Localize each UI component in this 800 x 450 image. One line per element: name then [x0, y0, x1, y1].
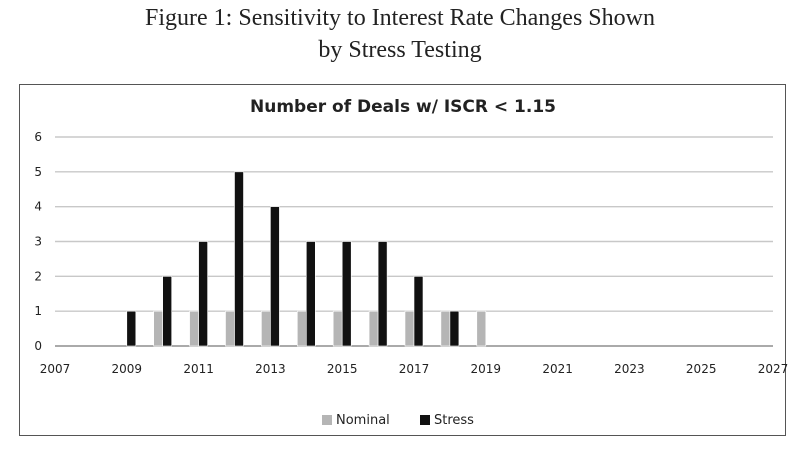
- chart-frame: [19, 84, 786, 436]
- y-tick-label: 0: [34, 339, 42, 353]
- stress-bar: [126, 310, 137, 347]
- stress-bar: [234, 171, 244, 347]
- x-tick-label: 2013: [255, 362, 286, 376]
- nominal-legend-label: Nominal: [336, 413, 390, 428]
- stress-bar: [449, 310, 460, 347]
- nominal-bar: [440, 310, 451, 347]
- nominal-bar: [261, 310, 271, 347]
- stress-bar: [305, 241, 316, 347]
- x-tick-label: 2009: [112, 362, 143, 376]
- y-tick-label: 6: [34, 130, 42, 144]
- x-axis-tick-labels: 2007 2009 2011 2013 2015 2017 2019 2021 2023 2025…: [40, 362, 789, 376]
- stress-bar: [198, 241, 208, 347]
- nominal-bar: [476, 310, 487, 347]
- stress-legend-swatch: [420, 415, 430, 425]
- nominal-bar: [296, 310, 307, 347]
- y-tick-label: 4: [34, 200, 42, 214]
- stress-bar: [270, 206, 280, 347]
- figure-caption-line-1: Figure 1: Sensitivity to Interest Rate C…: [145, 5, 655, 31]
- x-tick-label: 2027: [758, 362, 789, 376]
- x-tick-label: 2011: [183, 362, 214, 376]
- y-tick-label: 1: [34, 304, 42, 318]
- y-tick-label: 5: [34, 165, 42, 179]
- x-tick-label: 2007: [40, 362, 71, 376]
- stress-bar: [377, 241, 388, 347]
- bars: [126, 171, 487, 347]
- x-tick-label: 2025: [686, 362, 717, 376]
- nominal-bar: [225, 310, 235, 347]
- y-axis-tick-labels: 0 1 2 3 4 5 6: [34, 130, 42, 353]
- x-tick-label: 2015: [327, 362, 358, 376]
- x-tick-label: 2023: [614, 362, 645, 376]
- legend: Nominal Stress: [322, 413, 474, 428]
- nominal-bar: [332, 310, 343, 347]
- chart-title: Number of Deals w/ ISCR < 1.15: [250, 97, 556, 117]
- nominal-bar: [153, 310, 163, 347]
- figure-caption-line-2: by Stress Testing: [318, 37, 482, 63]
- y-tick-label: 2: [34, 269, 42, 283]
- nominal-legend-swatch: [322, 415, 332, 425]
- nominal-bar: [368, 310, 379, 347]
- x-tick-label: 2021: [542, 362, 573, 376]
- y-tick-label: 3: [34, 235, 42, 249]
- stress-legend-label: Stress: [434, 413, 474, 428]
- stress-bar: [162, 276, 172, 347]
- x-tick-label: 2019: [471, 362, 502, 376]
- x-tick-label: 2017: [399, 362, 430, 376]
- stress-bar: [413, 276, 424, 347]
- nominal-bar: [189, 310, 199, 347]
- nominal-bar: [404, 310, 415, 347]
- stress-bar: [341, 241, 352, 347]
- figure-caption: Figure 1: Sensitivity to Interest Rate C…: [0, 2, 800, 66]
